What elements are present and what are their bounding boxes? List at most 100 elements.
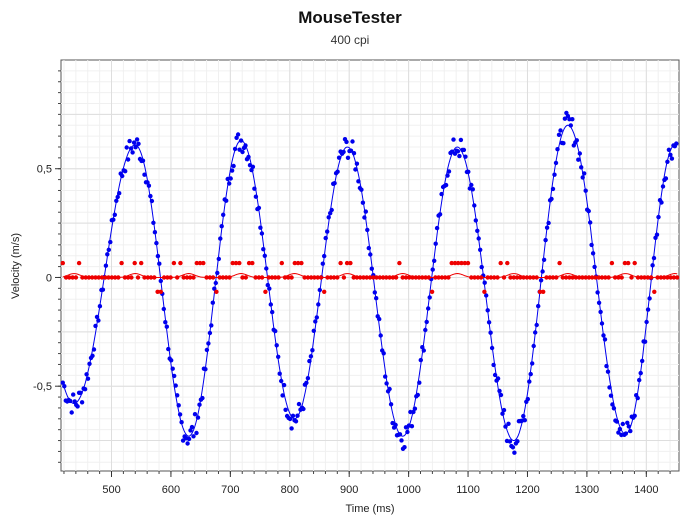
y-velocity-point <box>560 275 565 280</box>
x-velocity-point <box>234 135 239 140</box>
y-velocity-point <box>658 275 664 280</box>
x-velocity-point <box>507 439 513 444</box>
x-velocity-point <box>177 412 183 417</box>
y-velocity-point <box>668 275 673 280</box>
x-velocity-point <box>356 179 361 184</box>
x-velocity-point <box>105 252 110 257</box>
x-velocity-point <box>295 413 300 418</box>
x-velocity-point <box>605 369 611 374</box>
x-velocity-point <box>164 324 169 329</box>
y-velocity-point <box>276 275 281 280</box>
x-velocity-point <box>148 193 153 199</box>
x-velocity-point <box>558 128 563 133</box>
x-velocity-point <box>488 330 493 335</box>
x-velocity-point <box>215 270 220 276</box>
y-velocity-point <box>361 275 366 280</box>
y-velocity-point <box>413 275 418 280</box>
x-velocity-point <box>527 379 532 384</box>
x-velocity-point <box>369 266 374 271</box>
x-velocity-point <box>421 348 426 353</box>
y-velocity-point <box>125 275 131 280</box>
y-velocity-point <box>282 275 288 280</box>
x-velocity-point <box>461 147 467 153</box>
y-velocity-point <box>194 260 199 266</box>
y-velocity-point <box>184 275 190 280</box>
y-velocity-point <box>273 275 278 280</box>
x-velocity-point <box>231 163 236 169</box>
y-velocity-point <box>626 260 631 266</box>
x-velocity-point <box>96 318 101 323</box>
y-velocity-point <box>645 275 650 280</box>
x-velocity-point <box>381 351 386 356</box>
x-velocity-point <box>250 164 256 169</box>
x-velocity-point <box>124 145 129 150</box>
x-velocity-point <box>322 253 327 259</box>
x-velocity-point <box>536 303 541 309</box>
x-velocity-point <box>623 431 628 436</box>
y-velocity-point <box>191 275 196 280</box>
y-velocity-point <box>439 275 445 280</box>
x-velocity-point <box>179 420 184 425</box>
y-velocity-point <box>583 275 588 280</box>
x-velocity-point <box>151 220 156 225</box>
x-velocity-point <box>117 191 122 196</box>
y-velocity-point <box>446 275 451 280</box>
x-velocity-point <box>434 225 440 231</box>
x-velocity-point <box>136 141 141 146</box>
y-velocity-point <box>524 275 530 280</box>
x-velocity-point <box>424 319 429 325</box>
y-velocity-point <box>315 275 320 280</box>
y-velocity-point <box>452 260 458 266</box>
y-velocity-point <box>485 275 490 280</box>
x-velocity-point <box>125 157 131 162</box>
x-velocity-point <box>482 280 487 285</box>
x-velocity-point <box>601 333 606 338</box>
x-velocity-point <box>510 445 516 450</box>
y-velocity-point <box>498 260 503 266</box>
x-velocity-point <box>592 264 597 270</box>
y-velocity-point <box>63 275 69 280</box>
x-velocity-point <box>650 263 655 268</box>
x-velocity-point <box>353 167 358 172</box>
y-velocity-point <box>655 275 660 280</box>
x-velocity-point <box>577 151 582 156</box>
x-velocity-point <box>387 386 392 392</box>
y-velocity-point <box>603 275 608 280</box>
y-velocity-point <box>380 275 386 280</box>
y-velocity-point <box>309 275 314 280</box>
x-velocity-point <box>216 256 221 262</box>
x-velocity-point <box>131 140 137 145</box>
x-velocity-point <box>599 321 605 326</box>
x-velocity-point <box>106 247 112 252</box>
y-velocity-point <box>322 289 327 294</box>
x-velocity-point <box>503 424 508 429</box>
y-velocity-point <box>426 275 431 280</box>
x-velocity-point <box>317 287 322 293</box>
x-velocity-point <box>645 307 651 312</box>
x-velocity-point <box>142 172 147 177</box>
x-velocity-point <box>145 180 150 185</box>
y-velocity-point <box>459 260 464 266</box>
y-velocity-point <box>122 275 128 280</box>
y-velocity-point <box>302 275 307 280</box>
x-velocity-point <box>276 354 281 359</box>
y-velocity-point <box>652 289 657 294</box>
x-velocity-point <box>491 362 496 368</box>
y-velocity-point <box>93 275 98 280</box>
y-velocity-point <box>390 275 396 280</box>
y-velocity-point <box>227 275 232 280</box>
y-velocity-point <box>318 275 324 280</box>
y-velocity-point <box>161 275 167 280</box>
x-velocity-point <box>362 215 367 220</box>
x-velocity-point <box>314 315 319 320</box>
x-velocity-point <box>607 385 612 390</box>
x-velocity-point <box>374 296 379 301</box>
y-velocity-point <box>518 275 523 280</box>
x-velocity-point <box>521 413 526 419</box>
x-velocity-point <box>71 392 76 397</box>
y-velocity-point <box>210 275 216 280</box>
x-velocity-point <box>562 116 568 121</box>
y-velocity-point <box>142 275 147 280</box>
y-velocity-point <box>358 275 363 280</box>
y-velocity-point <box>501 275 507 280</box>
